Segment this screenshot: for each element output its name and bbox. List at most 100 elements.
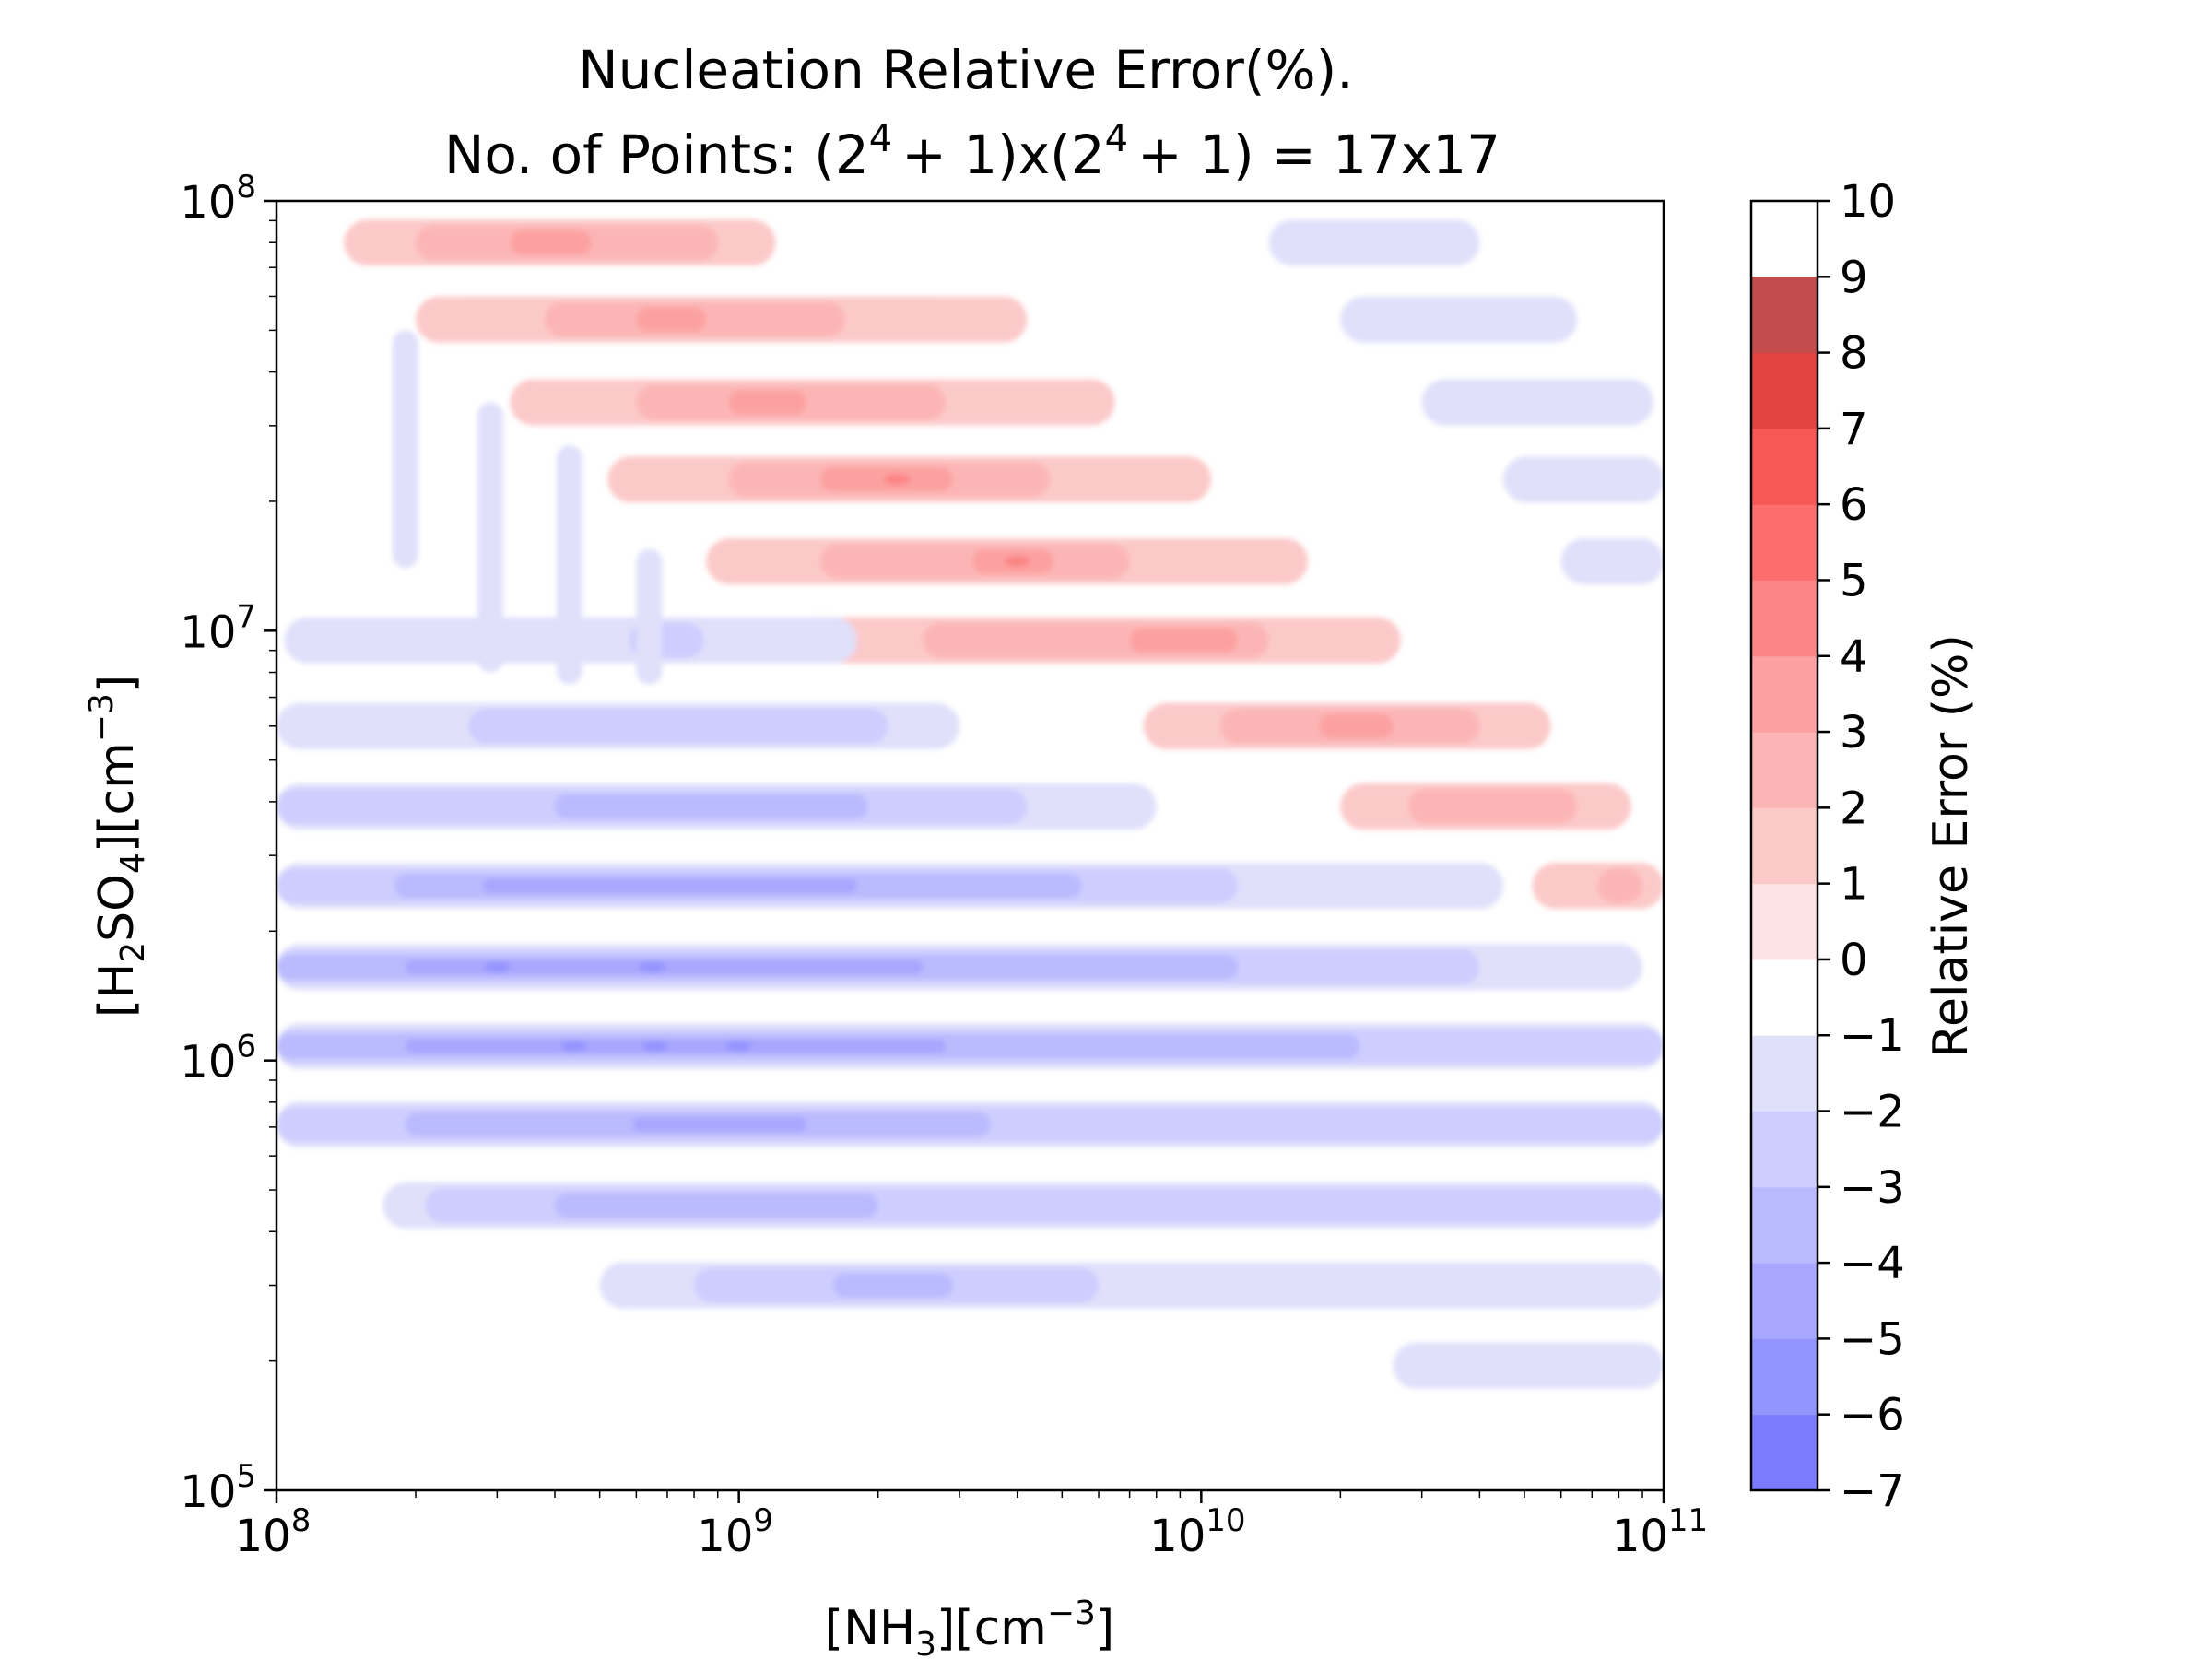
contour-dot	[639, 961, 665, 973]
colorbar: −7 −6 −5 −4 −3 −2 −1 0 1 2 3 4 5 6 7 8 9 10	[1749, 176, 1905, 1517]
title2-prefix: No. of Points: (2	[444, 124, 869, 186]
colorbar-tick-label: 10	[1840, 176, 1896, 228]
contour-band	[1597, 868, 1643, 904]
x-tick-base: 10	[235, 1511, 291, 1562]
y-tick-label: 105	[180, 1458, 256, 1518]
colorbar-label: Relative Error (%)	[1924, 634, 1979, 1058]
y-tick-label: 108	[180, 169, 256, 229]
contour-band	[1407, 789, 1578, 825]
colorbar-band	[1751, 428, 1818, 505]
x-tick-label: 108	[235, 1502, 312, 1562]
colorbar-tick-label: 4	[1840, 631, 1868, 683]
colorbar-tick-label: 0	[1840, 935, 1868, 986]
contour-column	[392, 330, 418, 569]
ylabel-sub2: 4	[114, 853, 152, 874]
contour-band	[1560, 538, 1664, 585]
title2-exp2: 4	[1105, 118, 1128, 160]
x-tick-exp: 10	[1206, 1502, 1245, 1539]
colorbar-tick-label: 6	[1840, 479, 1868, 531]
y-tick-exp: 7	[236, 598, 256, 635]
y-tick-exp: 8	[236, 169, 256, 206]
colorbar-tick-label: 7	[1840, 404, 1868, 455]
contour-band	[1129, 628, 1239, 653]
colorbar-band	[1751, 352, 1818, 429]
contour-column	[477, 402, 503, 673]
contour-band	[405, 1039, 946, 1054]
colorbar-tick-label: −3	[1840, 1162, 1905, 1214]
colorbar-tick-label: −4	[1840, 1238, 1905, 1289]
colorbar-band	[1751, 655, 1818, 733]
contour-column	[636, 548, 663, 685]
x-tick-base: 10	[1149, 1511, 1206, 1562]
contour-band	[1503, 456, 1664, 503]
chart-title-line1: Nucleation Relative Error(%).	[578, 39, 1353, 101]
title2-mid: + 1)x(2	[901, 124, 1104, 186]
contour-band	[632, 1117, 806, 1133]
ylabel-sub1: 2	[114, 942, 152, 963]
y-tick-exp: 6	[236, 1029, 256, 1065]
contour-dot	[1004, 556, 1030, 568]
contour-band	[468, 708, 888, 744]
x-tick-exp: 11	[1668, 1502, 1708, 1539]
colorbar-band	[1751, 276, 1818, 354]
y-tick-base: 10	[180, 606, 236, 658]
x-tick-exp: 8	[291, 1502, 312, 1539]
colorbar-band	[1751, 1263, 1818, 1339]
contour-dot	[725, 1041, 752, 1053]
xlabel-sup: −3	[1047, 1594, 1096, 1632]
x-tick-label: 1011	[1612, 1502, 1708, 1562]
chart-title-line2: No. of Points: (24 + 1)x(24 + 1) = 17x17	[444, 118, 1500, 186]
x-tick-base: 10	[697, 1511, 753, 1562]
ylabel-pre: [H	[89, 963, 145, 1018]
colorbar-tick-label: −1	[1840, 1010, 1905, 1062]
colorbar-band	[1751, 1111, 1818, 1188]
xlabel-post: ]	[1096, 1601, 1114, 1656]
colorbar-tick-label: 1	[1840, 859, 1868, 911]
contour-band	[555, 1193, 878, 1218]
y-tick-label: 107	[180, 598, 256, 658]
contour-dot	[642, 1041, 669, 1053]
colorbar-tick-label: −6	[1840, 1390, 1905, 1441]
colorbar-band	[1751, 959, 1818, 1036]
colorbar-band	[1751, 1414, 1818, 1491]
contour-band	[833, 1273, 953, 1298]
y-tick-exp: 5	[236, 1458, 256, 1495]
ylabel-post: ]	[89, 675, 145, 693]
contour-band	[483, 878, 857, 894]
colorbar-tick-label: −2	[1840, 1087, 1905, 1138]
y-axis-label: [H2SO4][cm−3]	[83, 675, 152, 1018]
contour-dot	[484, 961, 511, 973]
contour-dot	[884, 474, 911, 486]
ylabel-mid2: ][cm	[89, 742, 145, 853]
xlabel-pre: [NH	[825, 1601, 915, 1656]
contour-band	[510, 230, 592, 255]
colorbar-tick-label: 5	[1840, 555, 1868, 606]
contour-band	[728, 390, 806, 415]
colorbar-tick-label: 3	[1840, 707, 1868, 759]
y-tick-base: 10	[180, 1466, 236, 1518]
colorbar-band	[1751, 1338, 1818, 1416]
contour-layer	[276, 219, 1664, 1389]
colorbar-tick-label: 9	[1840, 252, 1868, 303]
colorbar-band	[1751, 504, 1818, 581]
y-tick-base: 10	[180, 177, 236, 229]
contour-band	[1268, 219, 1480, 266]
contour-dot	[560, 1041, 587, 1053]
colorbar-tick-label: 8	[1840, 328, 1868, 380]
colorbar-frame	[1749, 199, 1819, 1492]
y-tick-label: 106	[180, 1029, 256, 1088]
contour-column	[556, 445, 582, 685]
colorbar-tick-label: −7	[1840, 1465, 1905, 1517]
title2-suffix: + 1) = 17x17	[1137, 124, 1500, 186]
ylabel-mid1: SO	[89, 874, 145, 942]
x-axis-label: [NH3][cm−3]	[825, 1594, 1114, 1659]
colorbar-band	[1751, 883, 1818, 960]
contour-band	[1319, 713, 1394, 738]
colorbar-band	[1751, 580, 1818, 657]
colorbar-band	[1751, 1035, 1818, 1112]
colorbar-band	[1751, 807, 1818, 885]
contour-band	[636, 307, 707, 332]
contour-band	[1393, 1342, 1664, 1389]
